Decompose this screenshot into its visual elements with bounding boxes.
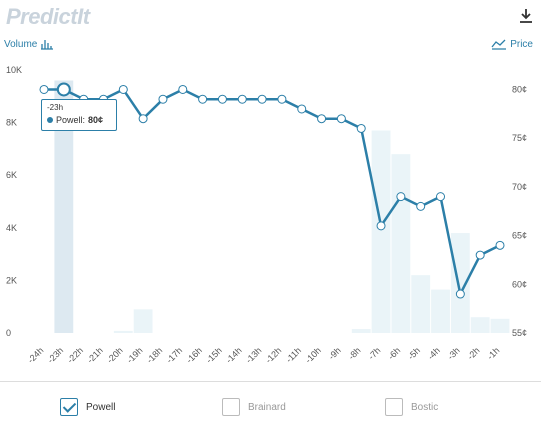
price-axis-label: Price bbox=[491, 38, 533, 50]
x-axis-tick: -7h bbox=[366, 345, 382, 361]
right-axis-tick: 75¢ bbox=[512, 133, 527, 143]
predictit-logo: PredictIt bbox=[6, 4, 90, 29]
legend-item-powell[interactable]: Powell bbox=[60, 398, 115, 416]
x-axis-tick: -15h bbox=[204, 345, 224, 365]
bar-chart-icon bbox=[41, 40, 54, 50]
right-axis-tick: 70¢ bbox=[512, 182, 527, 192]
x-axis-tick: -2h bbox=[465, 345, 481, 361]
right-axis-tick: 55¢ bbox=[512, 328, 527, 338]
x-axis-tick: -10h bbox=[303, 345, 323, 365]
x-axis-tick: -3h bbox=[445, 345, 461, 361]
powell-price-point bbox=[416, 201, 426, 211]
volume-bar bbox=[371, 130, 391, 333]
right-axis-tick: 60¢ bbox=[512, 279, 527, 289]
powell-price-point bbox=[237, 94, 247, 104]
left-axis-tick: 6K bbox=[6, 170, 17, 180]
x-axis-tick: -1h bbox=[485, 345, 501, 361]
left-axis-tick: 8K bbox=[6, 118, 17, 128]
volume-bar bbox=[391, 154, 411, 333]
volume-bar bbox=[133, 309, 153, 333]
volume-bar bbox=[351, 329, 371, 333]
volume-bar bbox=[54, 80, 74, 334]
volume-bar bbox=[490, 318, 510, 333]
x-axis-tick: -20h bbox=[105, 345, 125, 365]
powell-price-point bbox=[138, 114, 148, 124]
powell-price-point bbox=[39, 84, 49, 94]
x-axis-tick: -23h bbox=[45, 345, 65, 365]
powell-price-point bbox=[56, 82, 71, 97]
powell-price-point bbox=[118, 84, 128, 94]
volume-bar bbox=[411, 275, 431, 333]
x-axis-tick: -9h bbox=[327, 345, 343, 361]
powell-price-point bbox=[356, 123, 366, 133]
legend-item-bostic[interactable]: Bostic bbox=[385, 398, 438, 416]
left-axis-tick: 10K bbox=[6, 65, 22, 75]
legend-label-bostic: Bostic bbox=[411, 401, 439, 413]
powell-price-point bbox=[336, 114, 346, 124]
legend-label-brainard: Brainard bbox=[248, 401, 286, 413]
x-axis-tick: -12h bbox=[264, 345, 284, 365]
powell-price-point bbox=[297, 104, 307, 114]
tooltip-value: 80¢ bbox=[88, 115, 104, 125]
powell-price-point bbox=[257, 94, 267, 104]
x-axis-tick: -14h bbox=[224, 345, 244, 365]
volume-bar bbox=[470, 317, 490, 333]
chart-tooltip: -23h Powell: 80¢ bbox=[41, 99, 117, 131]
powell-price-point bbox=[198, 94, 208, 104]
powell-price-point bbox=[178, 84, 188, 94]
x-axis-tick: -22h bbox=[65, 345, 85, 365]
powell-price-point bbox=[455, 289, 465, 299]
x-axis-tick: -6h bbox=[386, 345, 402, 361]
powell-price-point bbox=[436, 192, 446, 202]
volume-bar bbox=[431, 289, 450, 333]
bostic-checkbox[interactable] bbox=[385, 398, 403, 416]
x-axis-tick: -11h bbox=[284, 345, 303, 364]
legend-label-powell: Powell bbox=[86, 401, 116, 413]
powell-price-point bbox=[376, 221, 386, 231]
tooltip-time: -23h bbox=[47, 103, 64, 112]
tooltip-series-name: Powell: bbox=[56, 115, 86, 125]
powell-price-point bbox=[277, 94, 287, 104]
brainard-checkbox[interactable] bbox=[222, 398, 240, 416]
x-axis-tick: -5h bbox=[406, 345, 422, 361]
powell-price-point bbox=[217, 94, 227, 104]
powell-price-point bbox=[396, 192, 406, 202]
x-axis-tick: -4h bbox=[426, 345, 442, 361]
x-axis-tick: -18h bbox=[145, 345, 165, 365]
volume-label-text: Volume bbox=[4, 38, 38, 50]
volume-axis-label: Volume bbox=[4, 38, 54, 50]
x-axis-tick: -17h bbox=[164, 345, 184, 365]
price-label-text: Price bbox=[510, 38, 533, 50]
x-axis-tick: -13h bbox=[244, 345, 264, 365]
powell-price-point bbox=[317, 114, 327, 124]
line-chart-icon bbox=[491, 39, 507, 50]
volume-bar bbox=[113, 330, 133, 333]
powell-price-point bbox=[475, 250, 485, 260]
x-axis-tick: -19h bbox=[125, 345, 145, 365]
x-axis-tick: -16h bbox=[184, 345, 204, 365]
left-axis-tick: 0 bbox=[6, 328, 11, 338]
right-axis-tick: 65¢ bbox=[512, 231, 527, 241]
left-axis-tick: 2K bbox=[6, 275, 17, 285]
powell-price-point bbox=[158, 94, 168, 104]
left-axis-tick: 4K bbox=[6, 223, 17, 233]
x-axis-tick: -21h bbox=[85, 345, 105, 365]
x-axis-tick: -8h bbox=[346, 345, 362, 361]
right-axis-tick: 80¢ bbox=[512, 84, 527, 94]
x-axis-tick: -24h bbox=[26, 345, 46, 365]
tooltip-series-dot bbox=[47, 117, 53, 123]
volume-bar bbox=[450, 233, 470, 333]
legend-item-brainard[interactable]: Brainard bbox=[222, 398, 286, 416]
download-icon[interactable] bbox=[519, 8, 533, 24]
powell-checkbox[interactable] bbox=[60, 398, 78, 416]
powell-price-point bbox=[495, 240, 505, 250]
legend-divider bbox=[0, 381, 541, 382]
